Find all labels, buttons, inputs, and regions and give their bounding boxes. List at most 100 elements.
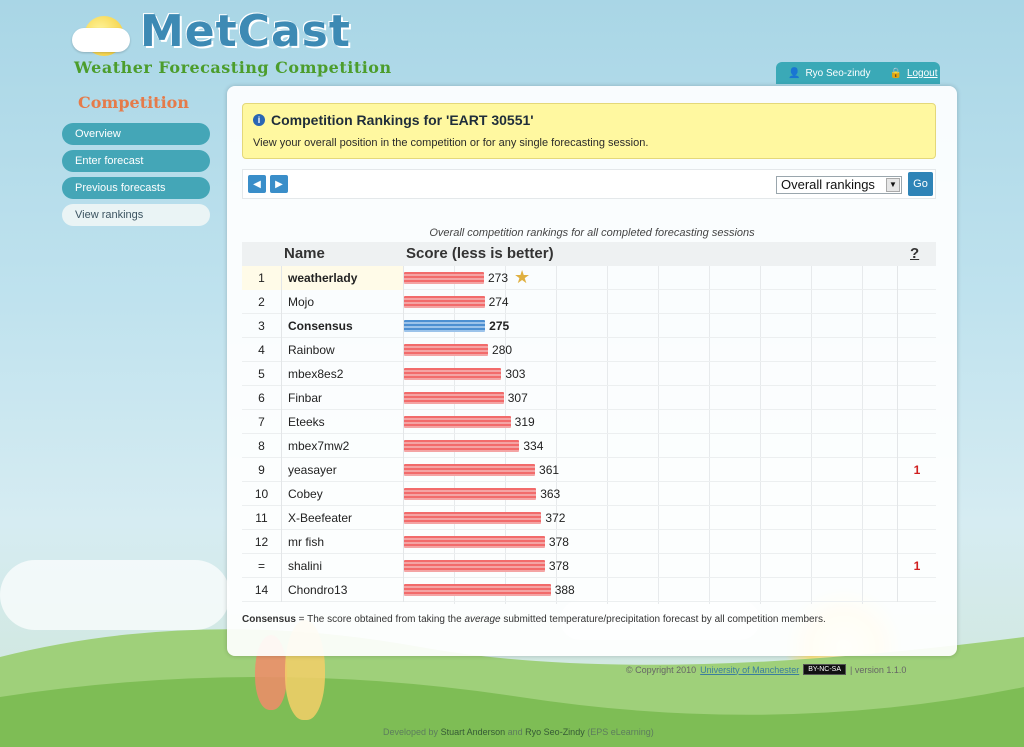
rankings-toolbar: ◀ ▶ Overall rankings ▼ Go [242,169,936,199]
score-label: 378 [548,559,569,573]
rankings-table: 1 weatherlady 273 ★ 2 Mojo 274 3 Consensus 275 4 Ra… [242,266,936,604]
rank-cell: 6 [242,386,282,410]
name-cell: Mojo [282,290,404,314]
rank-cell: 2 [242,290,282,314]
credits-prefix: Developed by [383,727,439,737]
notice-title-row: i Competition Rankings for 'EART 30551' [253,112,925,128]
university-link[interactable]: University of Manchester [700,664,800,675]
score-label: 319 [514,415,535,429]
user-tab: 👤 Ryo Seo-zindy 🔒 Logout [776,62,940,84]
footnote-term: Consensus [242,614,296,625]
score-label: 334 [523,439,544,453]
table-row: 10 Cobey 363 [242,482,936,506]
flag-cell [897,266,936,290]
go-button[interactable]: Go [908,172,933,196]
score-bar [404,296,485,308]
name-cell: Cobey [282,482,404,506]
score-bar [404,392,504,404]
sidebar-item-previous-forecasts[interactable]: Previous forecasts [62,177,210,199]
table-row: = shalini 378 1 [242,554,936,578]
logout-icon: 🔒 [889,67,902,79]
score-bar [404,584,551,596]
flag-cell[interactable]: 1 [897,458,936,482]
score-bar [404,488,537,500]
name-cell: mr fish [282,530,404,554]
rank-cell: 12 [242,530,282,554]
arrow-left-icon: ◀ [253,178,261,190]
rank-cell: 10 [242,482,282,506]
copyright-bar: © Copyright 2010 University of Mancheste… [626,664,906,675]
version-text: | version 1.1.0 [850,664,907,675]
credits-dev2: Ryo Seo-Zindy [525,727,585,737]
score-label: 303 [505,367,526,381]
sidebar-nav: Overview Enter forecast Previous forecas… [62,123,210,231]
name-cell: Eteeks [282,410,404,434]
notice-title: Competition Rankings for 'EART 30551' [271,112,534,128]
name-cell: mbex7mw2 [282,434,404,458]
score-label: 280 [492,343,513,357]
score-bar [404,272,484,284]
credits-dev1: Stuart Anderson [440,727,506,737]
score-label: 363 [540,487,561,501]
notice-text: View your overall position in the compet… [253,137,649,149]
score-bar [404,320,486,332]
rank-cell: 9 [242,458,282,482]
score-label: 307 [507,391,528,405]
rankings-select[interactable]: Overall rankings ▼ [776,176,902,194]
name-cell: Consensus [282,314,404,338]
name-cell: X-Beefeater [282,506,404,530]
credits-and: and [507,727,523,737]
sidebar-item-view-rankings[interactable]: View rankings [62,204,210,226]
flag-cell[interactable]: 1 [897,554,936,578]
rank-cell: 4 [242,338,282,362]
rank-cell: 5 [242,362,282,386]
rank-cell: = [242,554,282,578]
column-header-name: Name [284,245,325,262]
table-row: 12 mr fish 378 [242,530,936,554]
flag-cell [897,362,936,386]
rank-cell: 8 [242,434,282,458]
copyright-text: © Copyright 2010 [626,664,697,675]
footnote: Consensus = The score obtained from taki… [242,614,826,625]
previous-button[interactable]: ◀ [248,175,266,193]
help-link[interactable]: ? [910,245,920,262]
flag-cell [897,578,936,602]
footnote-emphasis: average [464,614,501,625]
flag-cell [897,482,936,506]
user-icon: 👤 [788,67,801,79]
main-panel: i Competition Rankings for 'EART 30551' … [227,86,957,656]
score-bar [404,512,542,524]
score-label: 388 [554,583,575,597]
flag-cell [897,386,936,410]
table-caption: Overall competition rankings for all com… [429,227,755,239]
flag-cell [897,410,936,434]
table-row: 14 Chondro13 388 [242,578,936,602]
table-row: 3 Consensus 275 [242,314,936,338]
table-row: 11 X-Beefeater 372 [242,506,936,530]
credits: Developed by Stuart Anderson and Ryo Seo… [383,727,654,737]
next-button[interactable]: ▶ [270,175,288,193]
column-header-score: Score (less is better) [406,245,554,262]
cloud-decoration [0,560,230,630]
score-bar [404,416,511,428]
license-badge[interactable]: BY-NC-SA [803,664,847,675]
notice-box: i Competition Rankings for 'EART 30551' … [242,103,936,159]
star-icon: ★ [514,267,531,287]
score-bar [404,560,545,572]
user-name: Ryo Seo-zindy [805,67,871,79]
sidebar-item-enter-forecast[interactable]: Enter forecast [62,150,210,172]
score-label: 361 [539,463,560,477]
logo-title: MetCast [140,6,351,57]
rank-cell: 14 [242,578,282,602]
flag-cell [897,530,936,554]
arrow-right-icon: ▶ [275,178,283,190]
name-cell: weatherlady [282,266,404,290]
rank-cell: 7 [242,410,282,434]
logout-link[interactable]: Logout [906,67,938,79]
table-row: 7 Eteeks 319 [242,410,936,434]
score-bar [404,440,520,452]
table-row: 9 yeasayer 361 1 [242,458,936,482]
sidebar-item-overview[interactable]: Overview [62,123,210,145]
score-bar [404,368,502,380]
name-cell: yeasayer [282,458,404,482]
